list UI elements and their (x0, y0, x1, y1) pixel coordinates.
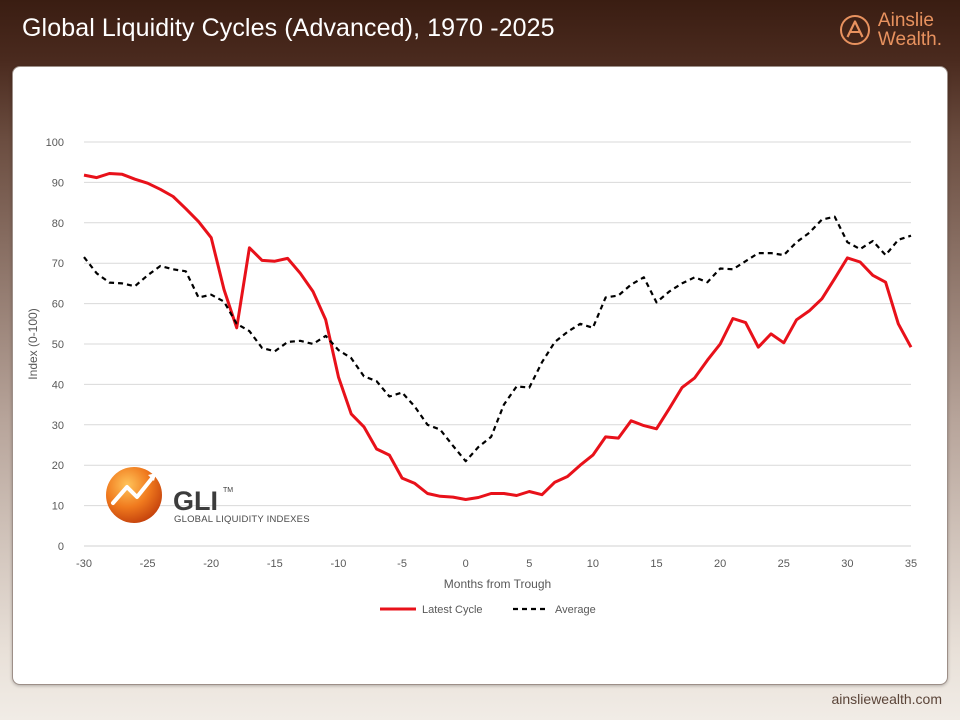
ainslie-logo-icon (839, 15, 870, 45)
chart-title: Global Liquidity Cycles (Advanced), 1970… (22, 14, 555, 42)
x-axis-label: Months from Trough (444, 577, 551, 591)
gli-logo-subtitle: GLOBAL LIQUIDITY INDEXES (174, 514, 310, 525)
chart-card: 0 10 20 30 40 50 60 70 80 90 100 -30 -25 -20 -15 -10 -5… (12, 66, 948, 685)
y-tick-label: 50 (52, 339, 64, 351)
brand-name-line1: Ainslie (877, 10, 934, 31)
y-tick-label: 10 (52, 501, 64, 513)
y-tick-label: 0 (58, 541, 64, 553)
y-tick-label: 30 (52, 420, 64, 432)
legend-label-latest-cycle: Latest Cycle (422, 604, 483, 616)
y-tick-label: 60 (52, 299, 64, 311)
brand-logo: Ainslie Wealth. (838, 11, 942, 49)
y-axis-label: Index (0-100) (26, 308, 40, 379)
brand-name-line2: Wealth. (877, 29, 942, 50)
gridlines (84, 141, 911, 507)
x-tick-label: -5 (397, 558, 407, 570)
x-tick-label: -30 (76, 558, 92, 570)
x-axis-ticks: -30 -25 -20 -15 -10 -5 0 5 10 15 20 25 30 35 (76, 558, 917, 570)
y-tick-label: 80 (52, 218, 64, 230)
legend-label-average: Average (555, 604, 596, 616)
x-tick-label: 25 (778, 558, 790, 570)
gli-logo-name: GLI (173, 486, 218, 516)
x-tick-label: 35 (905, 558, 917, 570)
series-line-average (83, 215, 912, 463)
x-tick-label: 20 (714, 558, 726, 570)
x-tick-label: 30 (841, 558, 853, 570)
y-tick-label: 20 (52, 460, 64, 472)
y-tick-label: 70 (52, 258, 64, 270)
x-tick-label: -10 (331, 558, 347, 570)
footer-url[interactable]: ainsliewealth.com (831, 691, 943, 707)
gli-arrow-icon (111, 475, 155, 505)
x-tick-label: -20 (203, 558, 219, 570)
y-tick-label: 90 (52, 177, 64, 189)
x-tick-label: -15 (267, 558, 283, 570)
x-tick-label: 15 (650, 558, 662, 570)
y-tick-label: 100 (46, 137, 64, 149)
gli-logo: GLI TM GLOBAL LIQUIDITY INDEXES (106, 467, 310, 525)
legend: Latest Cycle Average (380, 604, 596, 616)
x-tick-label: 0 (463, 558, 469, 570)
series-line-latest-cycle (83, 172, 913, 501)
y-axis-ticks: 0 10 20 30 40 50 60 70 80 90 100 (46, 137, 64, 553)
gli-logo-tm: TM (223, 487, 233, 494)
y-tick-label: 40 (52, 379, 64, 391)
x-tick-label: -25 (140, 558, 156, 570)
x-tick-label: 10 (587, 558, 599, 570)
x-tick-label: 5 (526, 558, 532, 570)
